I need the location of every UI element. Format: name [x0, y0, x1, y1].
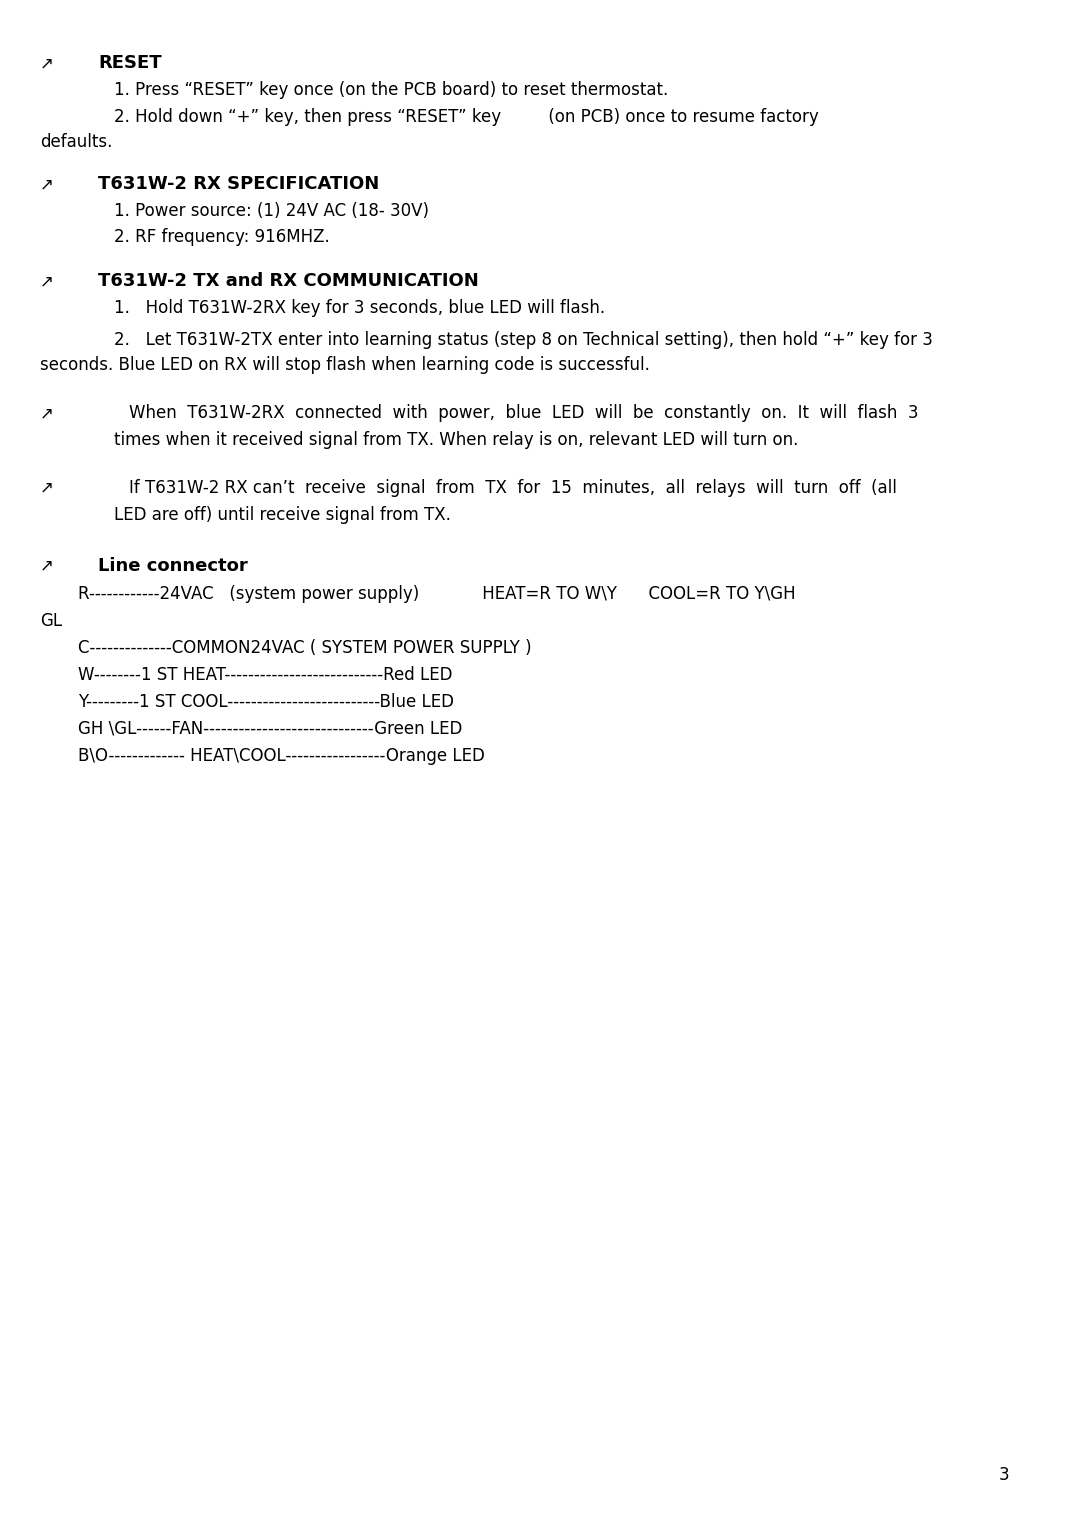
Text: ↗: ↗	[39, 479, 53, 497]
Text: defaults.: defaults.	[39, 133, 112, 151]
Text: B\O------------- HEAT\COOL-----------------Orange LED: B\O------------- HEAT\COOL--------------…	[78, 746, 484, 765]
Text: 1.   Hold T631W-2RX key for 3 seconds, blue LED will flash.: 1. Hold T631W-2RX key for 3 seconds, blu…	[113, 299, 605, 317]
Text: 2. Hold down “+” key, then press “RESET” key         (on PCB) once to resume fac: 2. Hold down “+” key, then press “RESET”…	[113, 108, 818, 127]
Text: 1. Press “RESET” key once (on the PCB board) to reset thermostat.: 1. Press “RESET” key once (on the PCB bo…	[113, 81, 668, 99]
Text: C--------------COMMON24VAC ( SYSTEM POWER SUPPLY ): C--------------COMMON24VAC ( SYSTEM POWE…	[78, 639, 531, 656]
Text: Line connector: Line connector	[98, 557, 248, 575]
Text: RESET: RESET	[98, 53, 162, 72]
Text: ↗: ↗	[39, 53, 53, 72]
Text: GH \GL------FAN-----------------------------Green LED: GH \GL------FAN-------------------------…	[78, 720, 462, 737]
Text: 2. RF frequency: 916MHZ.: 2. RF frequency: 916MHZ.	[113, 227, 330, 246]
Text: ↗: ↗	[39, 175, 53, 194]
Text: ↗: ↗	[39, 557, 53, 575]
Text: Y---------1 ST COOL--------------------------Blue LED: Y---------1 ST COOL---------------------…	[78, 693, 453, 711]
Text: If T631W-2 RX can’t  receive  signal  from  TX  for  15  minutes,  all  relays  : If T631W-2 RX can’t receive signal from …	[129, 479, 896, 497]
Text: R------------24VAC   (system power supply)            HEAT=R TO W\Y      COOL=R : R------------24VAC (system power supply)…	[78, 584, 795, 603]
Text: T631W-2 RX SPECIFICATION: T631W-2 RX SPECIFICATION	[98, 175, 380, 194]
Text: times when it received signal from TX. When relay is on, relevant LED will turn : times when it received signal from TX. W…	[113, 430, 798, 449]
Text: ↗: ↗	[39, 273, 53, 290]
Text: 3: 3	[999, 1466, 1009, 1483]
Text: GL: GL	[39, 612, 62, 630]
Text: W--------1 ST HEAT---------------------------Red LED: W--------1 ST HEAT----------------------…	[78, 665, 452, 684]
Text: ↗: ↗	[39, 404, 53, 423]
Text: T631W-2 TX and RX COMMUNICATION: T631W-2 TX and RX COMMUNICATION	[98, 273, 479, 290]
Text: 2.   Let T631W-2TX enter into learning status (step 8 on Technical setting), the: 2. Let T631W-2TX enter into learning sta…	[113, 331, 933, 349]
Text: 1. Power source: (1) 24V AC (18- 30V): 1. Power source: (1) 24V AC (18- 30V)	[113, 201, 429, 220]
Text: LED are off) until receive signal from TX.: LED are off) until receive signal from T…	[113, 505, 450, 523]
Text: seconds. Blue LED on RX will stop flash when learning code is successful.: seconds. Blue LED on RX will stop flash …	[39, 356, 650, 374]
Text: When  T631W-2RX  connected  with  power,  blue  LED  will  be  constantly  on.  : When T631W-2RX connected with power, blu…	[129, 404, 919, 423]
